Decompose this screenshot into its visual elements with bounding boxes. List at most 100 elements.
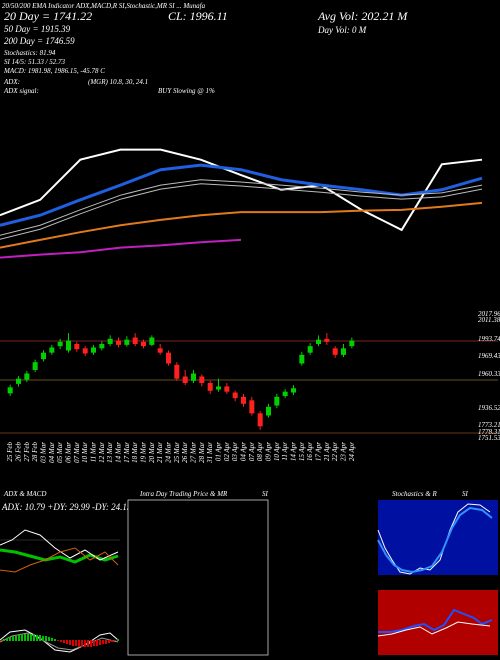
candle-body [274,396,280,406]
x-tick-label: 07 Apr [248,442,256,461]
rsi: SI 14/5: 51.33 / 52.73 [4,58,66,66]
candle-body [199,376,205,383]
avg-vol: Avg Vol: 202.21 M [317,9,408,23]
macd-bar [9,637,11,641]
candle-body [16,378,21,384]
candle-body [24,373,30,380]
candle-body [57,341,63,347]
candle-body [174,364,180,379]
minus-di [0,547,119,573]
x-tick-label: 08 Apr [256,442,264,461]
macd-bar [111,640,113,642]
x-tick-label: 21 Mar [156,442,164,463]
macd-bar [24,634,26,641]
x-tick-label: 01 Apr [215,442,223,461]
rsi-line [378,608,493,633]
candle-body [241,396,246,404]
price-label: 1993.74 [478,335,500,343]
macd-histogram [0,634,119,647]
stochastics: Stochastics: 81.94 [4,49,56,57]
x-tick-label: 14 Mar [115,442,123,463]
x-tick-label: 06 Mar [65,442,73,463]
macd-bar [21,634,23,641]
candle-body [166,352,171,364]
x-tick-label: 04 Apr [240,442,248,461]
x-tick-label: 25 Mar [173,442,181,463]
x-tick-label: 17 Apr [315,442,323,461]
panel-title: ADX & MACD [3,490,46,498]
x-tick-label: 17 Mar [123,442,131,463]
macd-bar [87,640,89,647]
adx-signal: ADX signal: [3,87,39,95]
candle-body [216,386,221,390]
x-tick-label: 16 Apr [306,442,314,461]
macd-bar [15,636,17,641]
x-tick-label: 22 Apr [331,442,339,461]
day-vol: Day Vol: 0 M [317,25,367,35]
ma-line [0,238,242,259]
ema50: 50 Day = 1915.39 [4,24,71,34]
x-tick-label: 27 Feb [23,442,31,462]
macd-bar [3,639,5,641]
panel-title: SI [462,490,469,498]
price-label: 1936.52 [478,404,500,412]
mrsi: (MGR) 10.8, 30, 24.1 [88,78,148,86]
x-tick-label: 24 Mar [165,442,173,463]
ma-line [0,183,483,240]
candle-body [132,337,138,344]
macd-bar [0,640,2,641]
candle-body [282,391,288,396]
candle-body [141,341,146,347]
price-label: 2011.38 [478,316,500,324]
panel-title: SI [262,490,269,498]
candle-body [41,352,46,360]
plus-di [0,529,119,561]
macd-bar [57,640,59,641]
price-label: 1751.53 [478,434,500,442]
x-tick-label: 11 Mar [90,442,98,463]
price-label: 2017.96 [478,310,500,318]
marks: 25 Feb 26 Feb 27 Feb 28 Feb 03 Mar 04 Mar 05 M… [0,148,483,464]
price-label: 1773.21 [478,421,500,429]
macd-bar [117,639,119,641]
price-label: 1960.33 [478,370,500,378]
x-tick-label: 09 Apr [265,442,273,461]
candle-body [332,348,338,355]
candle-body [157,348,163,353]
candle-body [49,347,55,353]
candle-body [191,373,196,381]
macd-bar [114,640,116,641]
candle-body [74,344,80,350]
macd-bar [78,640,80,647]
macd-bar [36,635,38,641]
header: 20/50/200 EMA Indicator ADX,MACD,R SI,St… [2,2,206,10]
x-tick-label: 24 Apr [348,442,356,461]
ema20: 20 Day = 1741.22 [4,9,92,23]
candle-body [116,340,121,345]
x-tick-label: 21 Apr [323,442,331,461]
ma-line [0,148,483,232]
adx-line [0,548,119,564]
macd-line [0,629,119,653]
candle-body [207,383,213,391]
signal: BUY Slowing @ 1% [158,87,215,95]
rsi-signal [377,621,491,637]
x-tick-label: 03 Mar [40,442,48,463]
macd-bar [75,640,77,646]
ma-line [0,201,483,249]
candle-body [341,348,346,355]
candle-body [82,348,88,354]
macd-bar [66,640,68,644]
candle-body [316,339,321,344]
x-tick-label: 07 Mar [73,442,81,463]
candle-body [299,354,305,364]
candle-body [249,400,255,414]
price-label: 1969.43 [478,352,500,360]
macd-bar [69,640,71,645]
candle-body [99,344,105,349]
x-tick-label: 03 Apr [231,442,239,461]
macd-bar [93,640,95,646]
